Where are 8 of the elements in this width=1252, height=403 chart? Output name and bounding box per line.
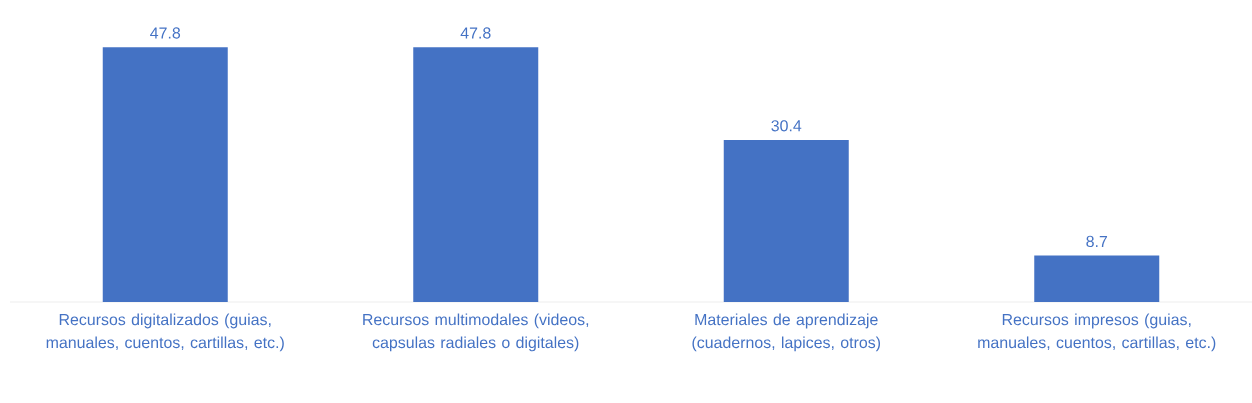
data-label: 47.8 [150, 27, 181, 39]
x-tick-label: Recursos impresos (guias, manuales, cuentos, cartillas, etc.) [978, 313, 1216, 352]
x-tick-label: Recursos digitalizados (guias, manuales, cuentos, cartillas, etc.) [46, 313, 284, 352]
data-label: 30.4 [771, 120, 802, 132]
data-label: 47.8 [460, 27, 491, 39]
x-tick-label: Recursos multimodales (videos, capsulas radiales o digitales) [363, 313, 589, 352]
data-label: 8.7 [1086, 235, 1108, 248]
x-tick-label: Materiales de aprendizaje (cuadernos, lapices, otros) [692, 313, 881, 352]
